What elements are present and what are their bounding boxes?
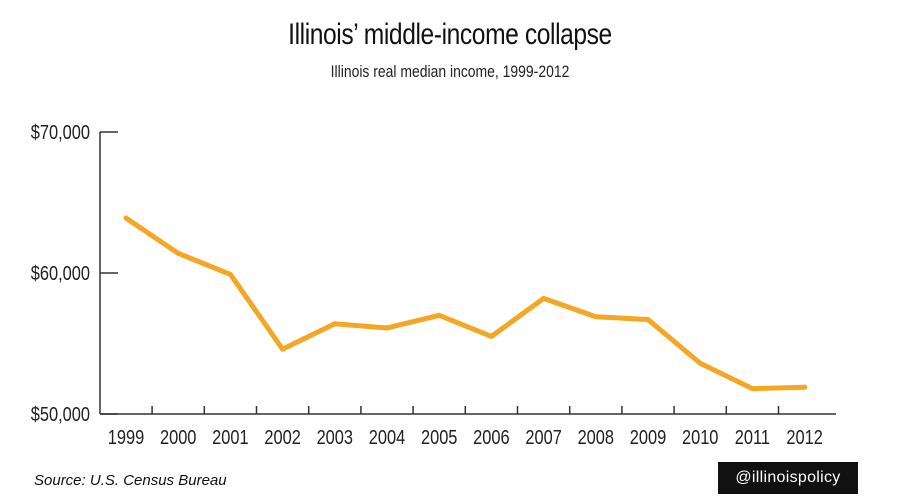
data-point <box>697 360 703 366</box>
data-point <box>332 321 338 327</box>
data-point <box>228 272 233 277</box>
data-point <box>123 215 129 221</box>
x-tick-label: 2006 <box>473 425 509 448</box>
data-point <box>750 386 755 392</box>
x-tick-label: 2003 <box>317 425 353 448</box>
series-line <box>123 215 808 392</box>
chart-series <box>123 215 808 392</box>
x-tick-label: 2005 <box>421 425 457 448</box>
x-tick-label: 2004 <box>369 425 405 448</box>
x-tick-label: 2002 <box>264 425 300 448</box>
data-point <box>489 334 494 339</box>
data-point <box>541 295 546 301</box>
x-tick-label: 2012 <box>786 425 822 448</box>
chart-axes <box>99 131 836 415</box>
x-tick-label: 2011 <box>735 425 770 448</box>
x-tick-label: 2007 <box>525 425 561 448</box>
x-tick-label: 2000 <box>160 425 196 448</box>
chart-subtitle: Illinois real median income, 1999-2012 <box>330 62 570 81</box>
data-point <box>645 317 651 322</box>
data-point <box>802 384 807 390</box>
chart-title: Illinois’ middle-income collapse <box>288 18 612 51</box>
x-tick-label: 2008 <box>578 425 614 448</box>
x-tick-label: 1999 <box>108 425 144 448</box>
x-tick-label: 2009 <box>630 425 666 448</box>
chart-tick-labels: $50,000 $60,000 $70,000 1999 2000 2001 2002 200… <box>31 120 823 448</box>
data-point <box>436 312 442 318</box>
data-point <box>175 250 181 256</box>
x-tick-label: 2010 <box>682 425 718 448</box>
data-point <box>280 346 285 352</box>
y-tick-label: $60,000 <box>31 261 90 284</box>
data-point <box>593 314 599 320</box>
y-tick-label: $50,000 <box>31 402 90 425</box>
source-note: Source: U.S. Census Bureau <box>34 472 227 489</box>
y-tick-label: $70,000 <box>31 120 90 143</box>
x-tick-label: 2001 <box>212 425 248 448</box>
data-point <box>384 325 390 331</box>
twitter-handle-badge: @illinoispolicy <box>718 462 858 494</box>
